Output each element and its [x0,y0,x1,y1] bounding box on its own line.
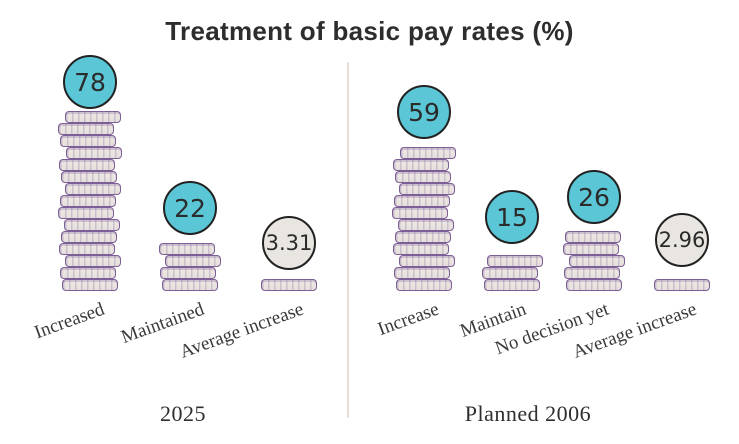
coin [482,267,538,279]
value-badge: 59 [397,85,451,139]
value-badge: 22 [163,181,217,235]
coin [58,123,114,135]
coin [65,255,121,267]
coin [654,279,710,291]
group-label: 2025 [160,401,206,426]
value-badge: 3.31 [262,216,316,270]
coin [569,255,625,267]
coin [60,135,116,147]
value-badge: 26 [567,170,621,224]
group-label: Planned 2006 [464,401,592,426]
coin [60,267,116,279]
coin [66,147,122,159]
coin [62,279,118,291]
coin [60,195,116,207]
coin [162,279,218,291]
coin [398,219,454,231]
coin [393,243,449,255]
coin [58,207,114,219]
group-divider-line [347,62,349,418]
coin [564,267,620,279]
coin [160,267,216,279]
coin [484,279,540,291]
coin [65,111,121,123]
coin [394,267,450,279]
coin [65,183,121,195]
value-badge: 2.96 [655,213,709,267]
coin [399,183,455,195]
coin [399,255,455,267]
coin [396,279,452,291]
coin [61,231,117,243]
coin [395,171,451,183]
coin [395,231,451,243]
coin [487,255,543,267]
coin [61,171,117,183]
coin [565,231,621,243]
coin [159,243,215,255]
coin [394,195,450,207]
coin [563,243,619,255]
coin [59,243,115,255]
chart-title: Treatment of basic pay rates (%) [165,16,574,46]
category-label: Increase [374,298,442,341]
coin [165,255,221,267]
coin [400,147,456,159]
value-badge: 78 [63,55,117,109]
coin [393,159,449,171]
coin [261,279,317,291]
coin [566,279,622,291]
coin [64,219,120,231]
coin [392,207,448,219]
value-badge: 15 [485,190,539,244]
category-label: Increased [31,298,108,344]
coin [59,159,115,171]
